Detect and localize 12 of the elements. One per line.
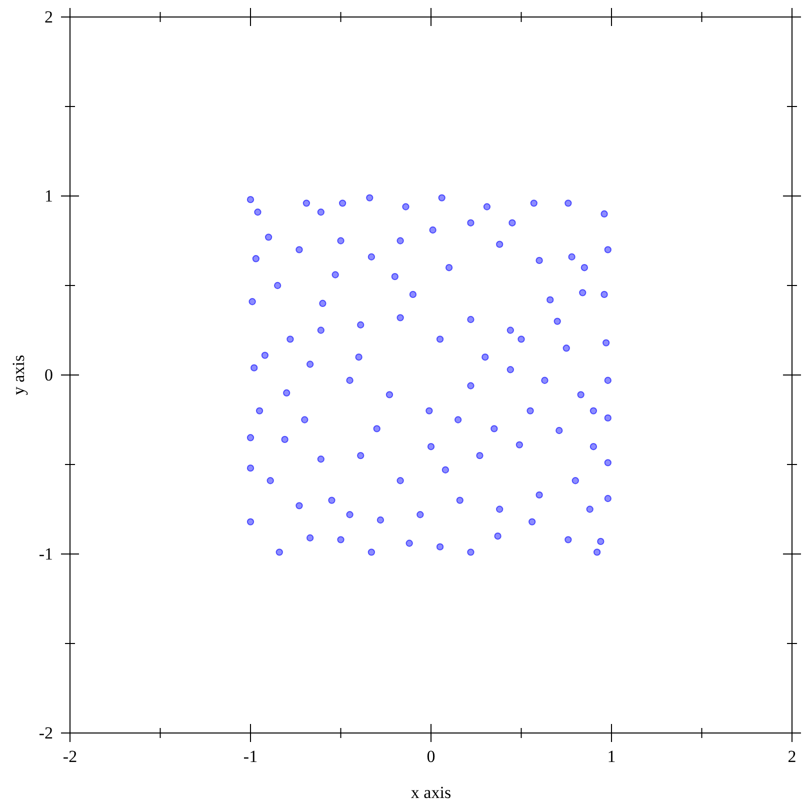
y-tick-label: -2 [38,723,53,742]
x-tick-label: 2 [788,747,796,766]
x-tick-label: 1 [607,747,616,766]
y-tick-label: -1 [38,544,53,564]
x-axis-title: x axis [410,783,452,802]
y-tick-label: 1 [44,186,53,206]
x-tick-label: 0 [426,747,436,766]
y-tick-label: 0 [44,365,53,384]
x-tick-label: -2 [62,747,78,766]
x-tick-label: -1 [243,747,258,766]
y-tick-label: 2 [44,7,53,26]
y-axis-title: y axis [9,354,28,396]
